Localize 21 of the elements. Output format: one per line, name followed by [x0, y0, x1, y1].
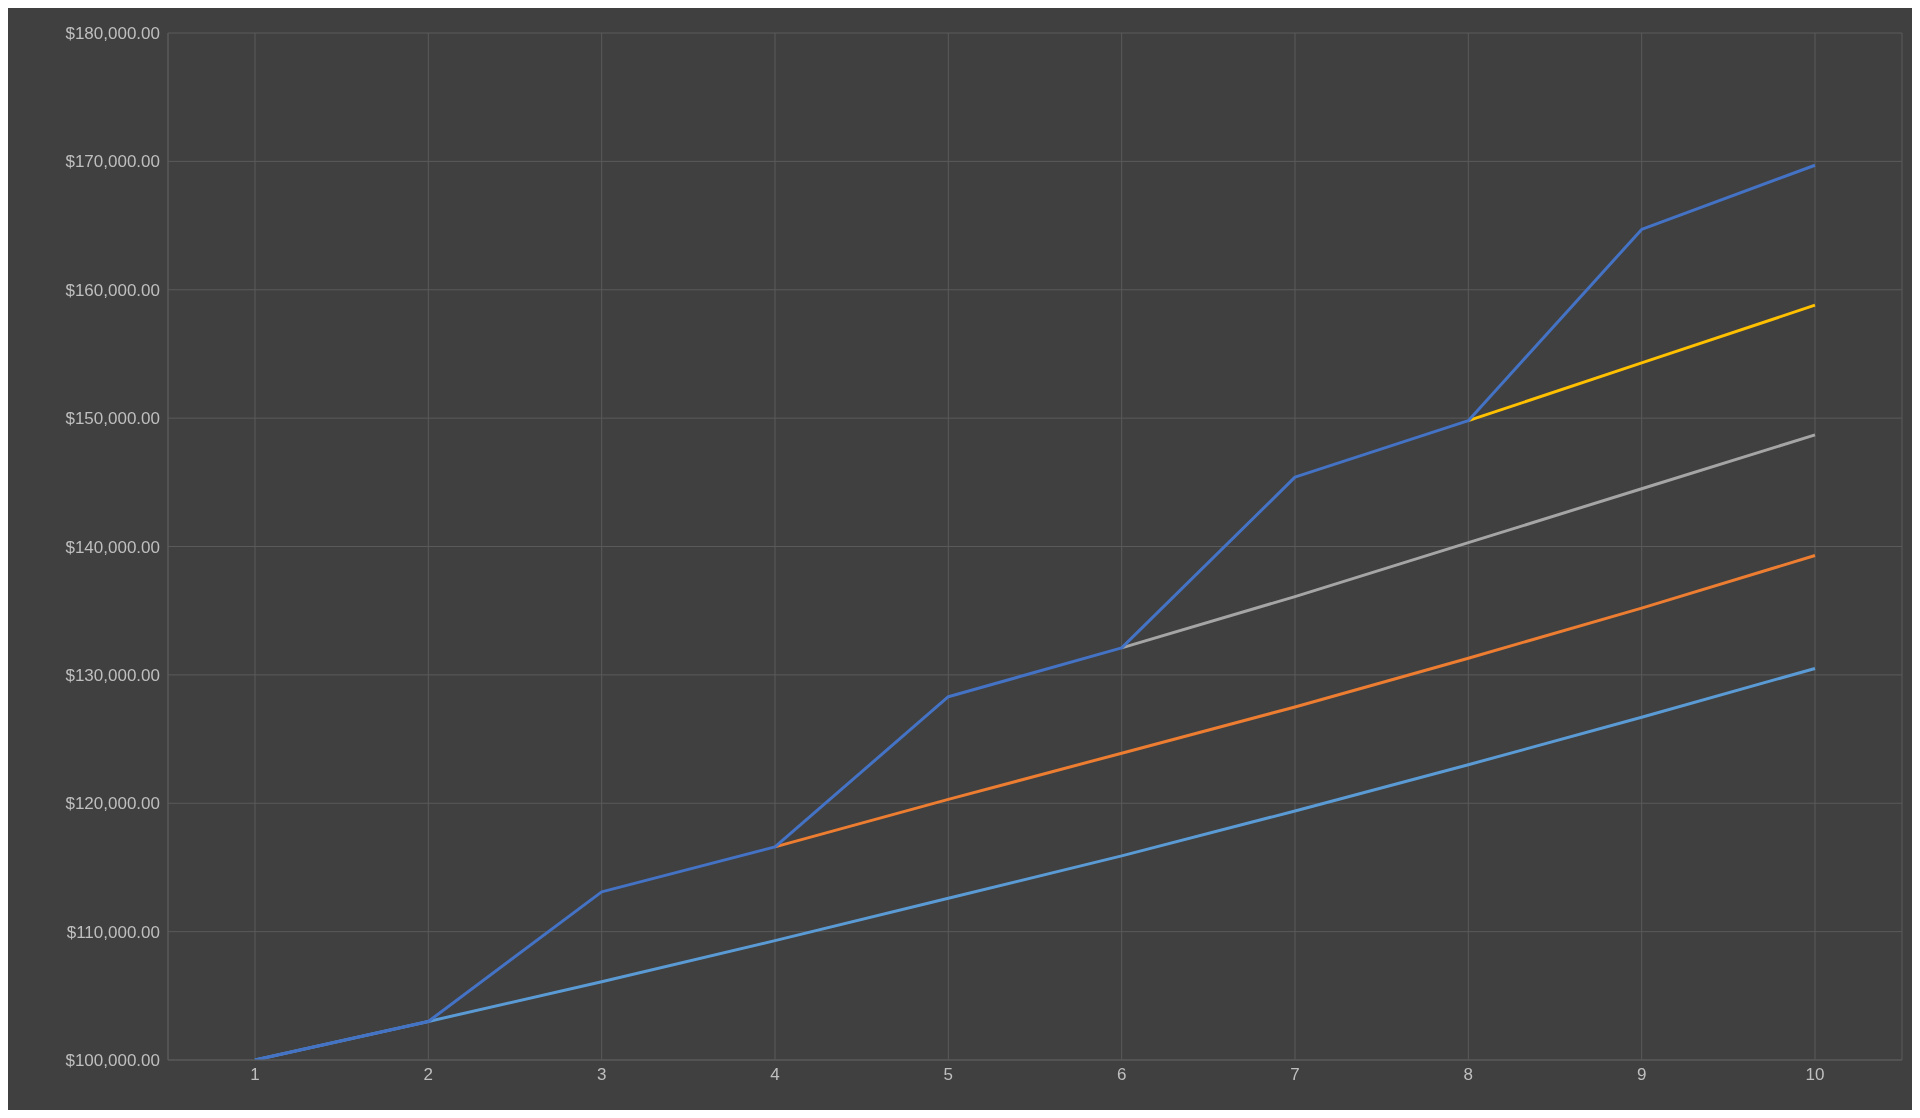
y-tick-label: $150,000.00 [65, 409, 160, 429]
y-tick-label: $160,000.00 [65, 280, 160, 300]
line-series [1120, 433, 1817, 650]
y-tick-label: $140,000.00 [65, 537, 160, 557]
x-tick-label: 10 [1805, 1065, 1825, 1085]
x-tick-label: 8 [1463, 1065, 1474, 1085]
y-tick-label: $120,000.00 [65, 794, 160, 814]
x-tick-label: 6 [1116, 1065, 1127, 1085]
y-tick-label: $130,000.00 [65, 665, 160, 685]
y-tick-label: $110,000.00 [66, 922, 160, 942]
y-tick-label: $180,000.00 [65, 24, 160, 44]
y-tick-label: $100,000.00 [65, 1051, 160, 1071]
x-tick-label: 3 [596, 1065, 607, 1085]
x-tick-label: 7 [1290, 1065, 1300, 1085]
x-tick-label: 2 [423, 1065, 434, 1085]
x-tick-label: 9 [1636, 1065, 1647, 1085]
x-tick-label: 1 [250, 1065, 260, 1085]
x-tick-label: 4 [770, 1065, 780, 1085]
line-series [253, 163, 1817, 1060]
x-tick-label: 5 [943, 1065, 954, 1085]
y-tick-label: $170,000.00 [65, 152, 160, 172]
